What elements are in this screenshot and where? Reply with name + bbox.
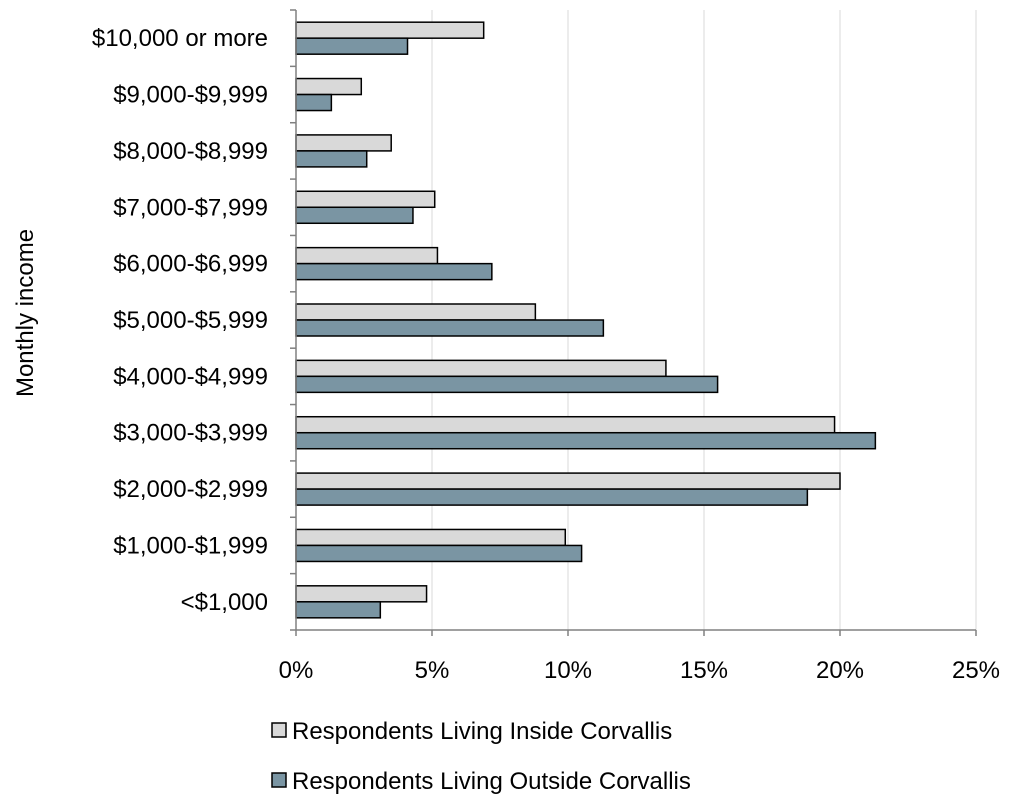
category-label: $1,000-$1,999: [113, 532, 268, 559]
x-tick-label: 0%: [279, 657, 314, 684]
x-tick-label: 5%: [415, 657, 450, 684]
bar-inside: [295, 77, 363, 96]
category-label: $6,000-$6,999: [113, 251, 268, 278]
category-label: $7,000-$7,999: [113, 194, 268, 221]
category-label: <$1,000: [181, 589, 268, 616]
x-tick-label: 15%: [680, 657, 728, 684]
gridlines: [431, 10, 977, 630]
legend-swatch: [271, 772, 287, 788]
bar-outside: [295, 319, 605, 337]
bar-outside: [295, 206, 414, 225]
bar-inside: [295, 528, 567, 547]
bar-outside: [295, 37, 409, 55]
x-tick-label: 20%: [816, 657, 864, 684]
legend-swatch: [271, 722, 287, 738]
category-label: $9,000-$9,999: [113, 82, 268, 109]
bar-outside: [295, 150, 368, 168]
category-label: $4,000-$4,999: [113, 363, 268, 390]
axes: [290, 9, 977, 636]
y-axis-title: Monthly income: [12, 229, 39, 397]
category-label: $3,000-$3,999: [113, 420, 268, 447]
category-label: $8,000-$8,999: [113, 138, 268, 165]
bar-outside: [295, 601, 382, 619]
bar-inside: [295, 21, 485, 39]
bar-outside: [295, 262, 493, 281]
bar-outside: [295, 488, 809, 506]
bars: [295, 21, 877, 619]
legend: Respondents Living Inside Corvallis Respo…: [271, 718, 691, 795]
bar-outside: [295, 93, 333, 112]
bar-outside: [295, 375, 719, 394]
bar-inside: [295, 415, 836, 434]
bar-inside: [295, 190, 436, 209]
x-tick-label: 10%: [544, 657, 592, 684]
legend-label: Respondents Living Inside Corvallis: [292, 718, 672, 745]
category-label: $2,000-$2,999: [113, 476, 268, 503]
bar-inside: [295, 472, 841, 490]
category-label: $5,000-$5,999: [113, 307, 268, 334]
category-label: $10,000 or more: [92, 25, 268, 52]
bar-outside: [295, 431, 877, 450]
bar-inside: [295, 359, 667, 378]
bar-inside: [295, 303, 537, 321]
legend-label: Respondents Living Outside Corvallis: [292, 768, 691, 795]
category-labels: $10,000 or more $9,000-$9,999 $8,000-$8,99…: [92, 25, 268, 616]
x-tick-labels: 0% 5% 10% 15% 20% 25%: [279, 657, 1000, 684]
bar-outside: [295, 544, 583, 563]
bar-inside: [295, 585, 428, 603]
bar-inside: [295, 134, 392, 152]
x-tick-label: 25%: [952, 657, 1000, 684]
bar-inside: [295, 246, 439, 265]
